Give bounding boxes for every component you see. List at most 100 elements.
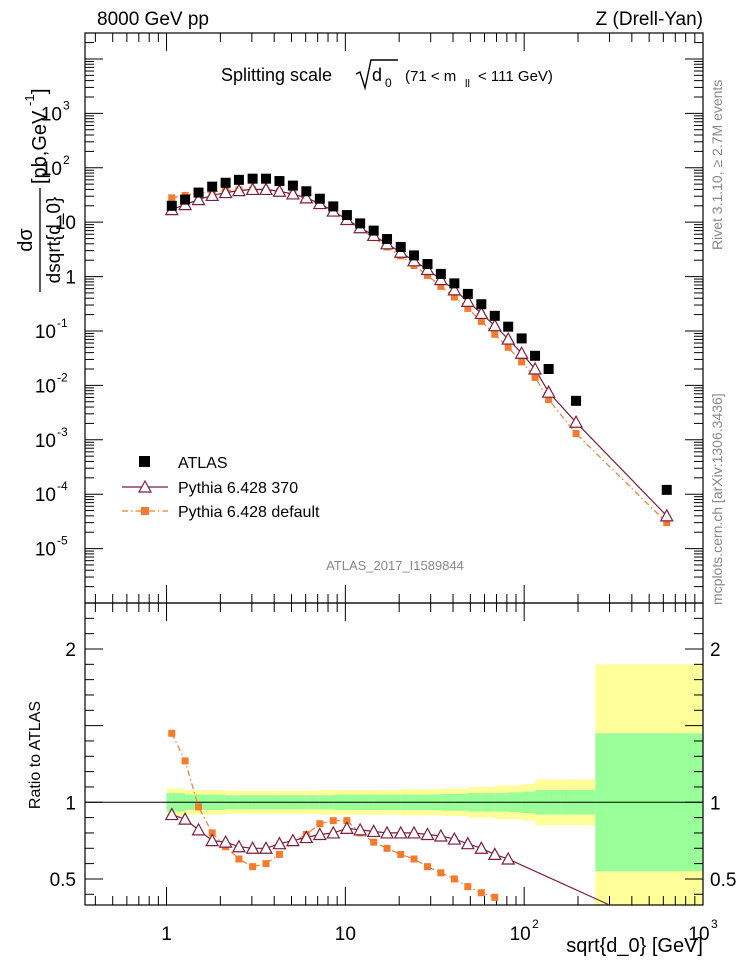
ratio-point-pythia-default — [383, 844, 391, 852]
x-axis-label: sqrt{d_0} [GeV] — [566, 935, 703, 957]
ratio-point-pythia-default — [437, 869, 445, 877]
ratio-point-pythia-default — [477, 889, 485, 897]
y-tick-sup: -5 — [57, 534, 68, 548]
y-axis-label-top: dσ dsqrt{d_0} [pb,GeV -1 ] — [15, 88, 65, 292]
y-tick-label: 10 — [41, 104, 62, 125]
ratio-tick-label-right: 1 — [710, 793, 721, 814]
point-pythia-370 — [191, 192, 206, 206]
point-pythia-370 — [272, 184, 287, 197]
ratio-point-pythia-default — [195, 803, 203, 811]
y-tick-label: 10 — [35, 485, 56, 506]
ratio-tick-label-left: 0.5 — [50, 870, 76, 891]
analysis-watermark: ATLAS_2017_I1589844 — [326, 558, 464, 573]
ratio-point-pythia-370 — [460, 836, 475, 850]
series-line-pythia-default — [171, 189, 668, 524]
x-tick-label: 10 — [335, 924, 356, 945]
y-tick-sup: 2 — [63, 153, 70, 167]
ratio-point-pythia-370 — [353, 822, 368, 836]
point-pythia-default — [518, 358, 526, 366]
ratio-point-pythia-default — [329, 817, 337, 825]
point-pythia-370 — [514, 345, 529, 359]
legend-marker-pythia-370 — [137, 479, 153, 493]
rivet-side-label: Rivet 3.1.10, ≥ 2.7M events — [709, 80, 725, 250]
point-atlas — [571, 395, 582, 406]
y-tick-label: 10 — [35, 431, 56, 452]
ratio-point-pythia-default — [464, 883, 472, 891]
x-tick-sup: 2 — [532, 917, 539, 931]
ratio-point-pythia-370 — [205, 833, 220, 847]
point-atlas — [543, 364, 554, 375]
ratio-point-pythia-370 — [312, 827, 327, 841]
point-atlas — [530, 350, 541, 361]
ratio-tick-label-right: 2 — [710, 640, 721, 661]
point-atlas — [301, 186, 312, 197]
ratio-point-pythia-default — [397, 850, 405, 858]
point-pythia-370 — [528, 361, 543, 375]
point-pythia-370 — [474, 306, 489, 320]
header-left: 8000 GeV pp — [97, 9, 209, 30]
point-atlas — [233, 174, 244, 185]
point-atlas — [287, 180, 298, 191]
top-plot-series — [164, 173, 674, 527]
legend-marker-atlas — [139, 456, 150, 467]
ratio-point-pythia-370 — [487, 847, 502, 861]
ratio-plot-series — [164, 729, 610, 906]
x-tick-sup: 3 — [711, 917, 718, 931]
legend-marker-pythia-default — [141, 507, 149, 515]
ratio-point-pythia-default — [208, 829, 216, 837]
point-pythia-370 — [218, 185, 233, 199]
mcplots-side-label: mcplots.cern.ch [arXiv:1306.3436] — [709, 393, 725, 605]
point-atlas — [220, 177, 231, 188]
point-pythia-370 — [659, 508, 674, 522]
point-pythia-370 — [259, 182, 274, 196]
point-pythia-370 — [285, 186, 300, 200]
y-tick-label: 10 — [35, 540, 56, 561]
point-atlas — [207, 181, 218, 192]
ratio-point-pythia-default — [370, 838, 378, 846]
y-tick-sup: -4 — [57, 479, 68, 493]
point-pythia-370 — [501, 331, 516, 345]
ratio-point-pythia-370 — [433, 828, 448, 842]
ratio-point-pythia-370 — [285, 833, 300, 847]
y-axis-label-ratio: Ratio to ATLAS — [27, 701, 44, 809]
ratio-point-pythia-default — [410, 855, 418, 863]
point-pythia-370 — [541, 384, 556, 398]
legend-label: Pythia 6.428 default — [178, 504, 320, 521]
title-sub: 0 — [385, 76, 392, 90]
ratio-point-pythia-370 — [299, 830, 314, 844]
title-sqrt: d — [372, 65, 382, 85]
ratio-point-pythia-370 — [191, 822, 206, 836]
ratio-point-pythia-370 — [380, 825, 395, 839]
x-tick-label: 10 — [688, 924, 709, 945]
y-tick-sup: 3 — [63, 98, 70, 112]
ylabel-den: dsqrt{d_0} — [44, 197, 65, 284]
uncertainty-bands — [166, 664, 703, 905]
ratio-point-pythia-370 — [178, 811, 193, 825]
ratio-point-pythia-370 — [231, 839, 246, 853]
ratio-point-pythia-370 — [501, 851, 516, 865]
ratio-point-pythia-default — [181, 757, 189, 765]
point-atlas — [489, 310, 500, 321]
ratio-point-pythia-370 — [272, 836, 287, 850]
ratio-point-pythia-default — [450, 875, 458, 883]
point-pythia-370 — [447, 282, 462, 296]
ratio-point-pythia-370 — [259, 841, 274, 854]
point-atlas — [261, 173, 272, 184]
point-pythia-default — [464, 304, 472, 312]
y-tick-label: 10 — [35, 376, 56, 397]
point-pythia-default — [424, 271, 432, 279]
point-atlas — [247, 173, 258, 184]
point-pythia-default — [491, 330, 499, 338]
series-line-pythia-370 — [171, 188, 668, 517]
point-pythia-370 — [487, 318, 502, 332]
point-atlas — [661, 484, 672, 495]
point-pythia-default — [437, 282, 445, 290]
plot-title: Splitting scale d 0 (71 < m ll < 111 GeV… — [221, 59, 553, 91]
legend: ATLAS Pythia 6.428 370 Pythia 6.428 defaul… — [122, 455, 320, 521]
ratio-plot-frame — [84, 602, 704, 906]
sqrt-symbol — [355, 59, 398, 91]
ratio-point-pythia-370 — [447, 831, 462, 845]
point-pythia-370 — [205, 188, 220, 202]
ratio-tick-label-left: 1 — [65, 793, 76, 814]
